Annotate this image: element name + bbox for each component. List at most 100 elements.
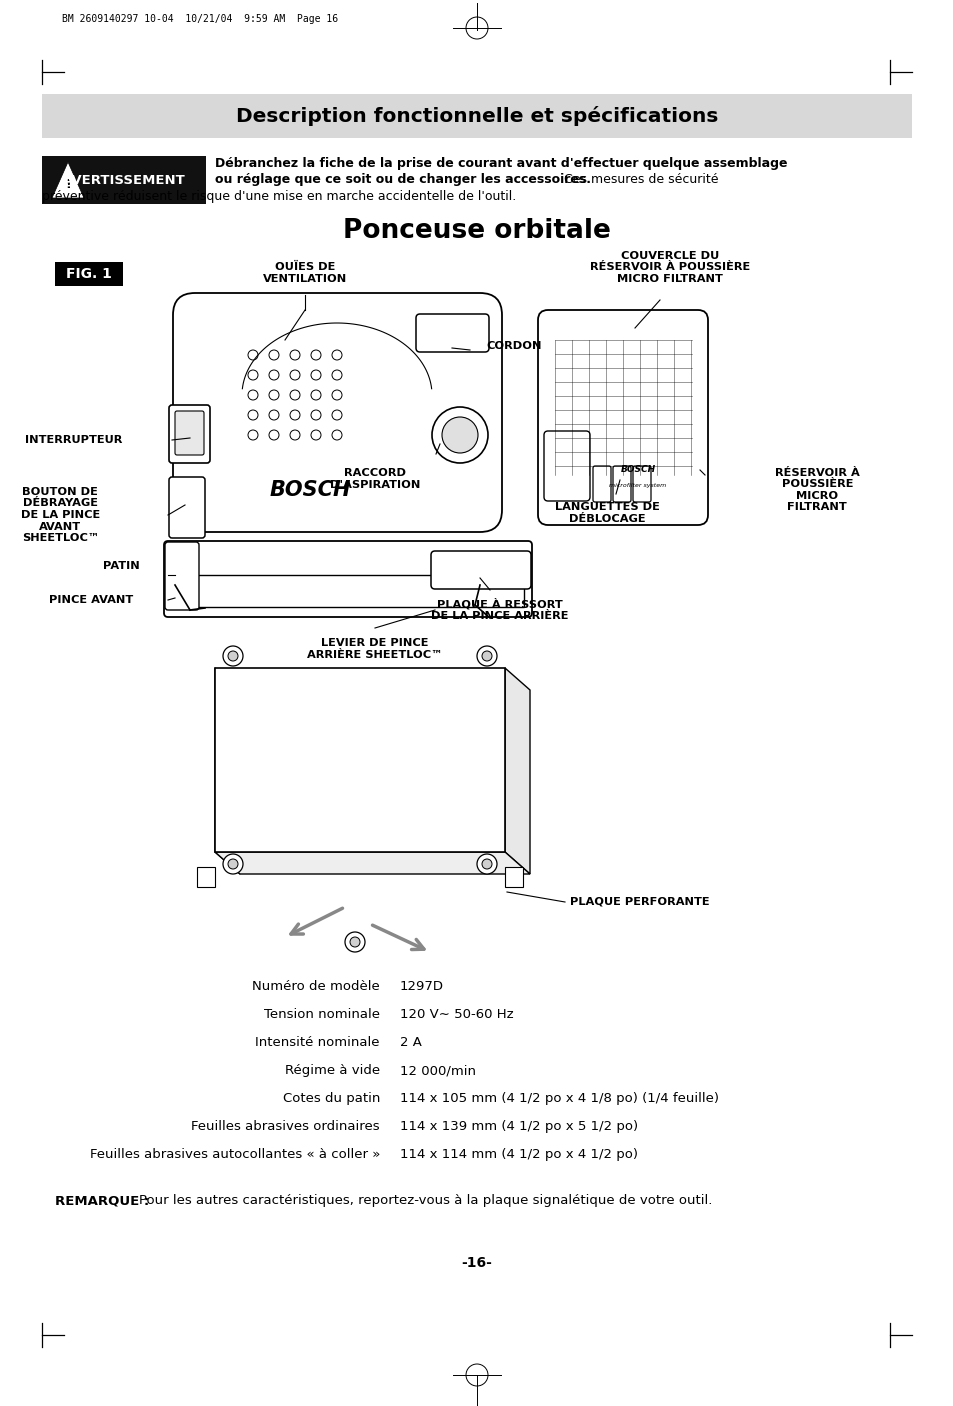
Polygon shape xyxy=(196,868,214,887)
Circle shape xyxy=(350,936,359,948)
Circle shape xyxy=(311,430,320,440)
Text: 1297D: 1297D xyxy=(399,980,443,993)
Bar xyxy=(172,575,523,607)
Text: CORDON: CORDON xyxy=(485,342,541,352)
Text: Intensité nominale: Intensité nominale xyxy=(255,1036,379,1049)
Circle shape xyxy=(223,853,243,875)
Polygon shape xyxy=(214,852,530,875)
Circle shape xyxy=(311,350,320,360)
Text: PINCE AVANT: PINCE AVANT xyxy=(49,595,132,605)
Circle shape xyxy=(248,350,257,360)
FancyBboxPatch shape xyxy=(174,411,204,456)
FancyBboxPatch shape xyxy=(613,465,630,502)
Text: RÉSERVOIR À
POUSSIÈRE
MICRO
FILTRANT: RÉSERVOIR À POUSSIÈRE MICRO FILTRANT xyxy=(774,468,859,512)
Text: 114 x 105 mm (4 1/2 po x 4 1/8 po) (1/4 feuille): 114 x 105 mm (4 1/2 po x 4 1/8 po) (1/4 … xyxy=(399,1092,719,1105)
Circle shape xyxy=(228,859,237,869)
Text: 114 x 114 mm (4 1/2 po x 4 1/2 po): 114 x 114 mm (4 1/2 po x 4 1/2 po) xyxy=(399,1149,638,1161)
Bar xyxy=(55,262,123,285)
Text: Feuilles abrasives autocollantes « à coller »: Feuilles abrasives autocollantes « à col… xyxy=(90,1149,379,1161)
Text: -16-: -16- xyxy=(461,1256,492,1270)
FancyBboxPatch shape xyxy=(543,432,589,501)
Circle shape xyxy=(290,411,299,420)
Circle shape xyxy=(441,418,477,453)
Circle shape xyxy=(476,853,497,875)
FancyBboxPatch shape xyxy=(537,309,707,524)
Circle shape xyxy=(311,411,320,420)
Circle shape xyxy=(332,389,341,399)
FancyBboxPatch shape xyxy=(593,465,610,502)
Circle shape xyxy=(269,350,278,360)
Text: LEVIER DE PINCE
ARRIÈRE SHEETLOC™: LEVIER DE PINCE ARRIÈRE SHEETLOC™ xyxy=(307,638,442,659)
Bar xyxy=(42,94,911,138)
Circle shape xyxy=(311,389,320,399)
Circle shape xyxy=(332,430,341,440)
Text: Description fonctionnelle et spécifications: Description fonctionnelle et spécificati… xyxy=(235,105,718,127)
Text: Feuilles abrasives ordinaires: Feuilles abrasives ordinaires xyxy=(192,1121,379,1133)
Circle shape xyxy=(432,406,488,463)
Circle shape xyxy=(269,430,278,440)
FancyBboxPatch shape xyxy=(431,551,531,589)
Text: BOSCH: BOSCH xyxy=(269,479,351,501)
Polygon shape xyxy=(214,668,504,852)
Circle shape xyxy=(345,932,365,952)
Text: 120 V∼ 50-60 Hz: 120 V∼ 50-60 Hz xyxy=(399,1008,513,1021)
Bar xyxy=(42,156,206,204)
Text: Tension nominale: Tension nominale xyxy=(264,1008,379,1021)
FancyBboxPatch shape xyxy=(633,465,650,502)
Circle shape xyxy=(332,350,341,360)
FancyBboxPatch shape xyxy=(172,292,501,531)
Circle shape xyxy=(332,411,341,420)
Text: PATIN: PATIN xyxy=(103,561,140,571)
Text: PLAQUE À RESSORT
DE LA PINCE ARRIÈRE: PLAQUE À RESSORT DE LA PINCE ARRIÈRE xyxy=(431,598,568,621)
Text: FIG. 1: FIG. 1 xyxy=(66,267,112,281)
Text: préventive réduisent le risque d'une mise en marche accidentelle de l'outil.: préventive réduisent le risque d'une mis… xyxy=(42,190,516,202)
Text: !: ! xyxy=(65,177,71,190)
Circle shape xyxy=(332,370,341,380)
Text: BOSCH: BOSCH xyxy=(619,465,655,474)
Text: RACCORD
D'ASPIRATION: RACCORD D'ASPIRATION xyxy=(330,468,419,489)
FancyBboxPatch shape xyxy=(416,314,489,352)
Text: PLAQUE PERFORANTE: PLAQUE PERFORANTE xyxy=(569,897,709,907)
Polygon shape xyxy=(504,668,530,875)
Text: Cotes du patin: Cotes du patin xyxy=(282,1092,379,1105)
Circle shape xyxy=(248,370,257,380)
Text: Débranchez la fiche de la prise de courant avant d'effectuer quelque assemblage: Débranchez la fiche de la prise de coura… xyxy=(214,157,786,170)
Polygon shape xyxy=(52,162,84,198)
Circle shape xyxy=(290,370,299,380)
Text: microfilter system: microfilter system xyxy=(609,482,666,488)
Text: Ponceuse orbitale: Ponceuse orbitale xyxy=(343,218,610,245)
Text: 12 000/min: 12 000/min xyxy=(399,1064,476,1077)
Text: Régime à vide: Régime à vide xyxy=(285,1064,379,1077)
Circle shape xyxy=(290,389,299,399)
FancyBboxPatch shape xyxy=(169,405,210,463)
Text: BOUTON DE
DÉBRAYAGE
DE LA PINCE
AVANT
SHEETLOC™: BOUTON DE DÉBRAYAGE DE LA PINCE AVANT SH… xyxy=(21,486,100,543)
Text: COUVERCLE DU
RÉSERVOIR À POUSSIÈRE
MICRO FILTRANT: COUVERCLE DU RÉSERVOIR À POUSSIÈRE MICRO… xyxy=(589,250,749,284)
Circle shape xyxy=(290,430,299,440)
Circle shape xyxy=(290,350,299,360)
Text: ou réglage que ce soit ou de changer les accessoires.: ou réglage que ce soit ou de changer les… xyxy=(214,173,590,186)
Text: AVERTISSEMENT: AVERTISSEMENT xyxy=(63,173,185,187)
Text: BM 2609140297 10-04  10/21/04  9:59 AM  Page 16: BM 2609140297 10-04 10/21/04 9:59 AM Pag… xyxy=(62,14,337,24)
Circle shape xyxy=(476,645,497,666)
Circle shape xyxy=(269,370,278,380)
Text: REMARQUE :: REMARQUE : xyxy=(55,1194,153,1206)
Text: 2 A: 2 A xyxy=(399,1036,421,1049)
Text: Numéro de modèle: Numéro de modèle xyxy=(252,980,379,993)
Polygon shape xyxy=(504,868,522,887)
Text: Ces mesures de sécurité: Ces mesures de sécurité xyxy=(559,173,718,186)
Circle shape xyxy=(481,859,492,869)
Polygon shape xyxy=(214,668,240,875)
Circle shape xyxy=(269,411,278,420)
Text: INTERRUPTEUR: INTERRUPTEUR xyxy=(25,434,122,446)
Circle shape xyxy=(228,651,237,661)
Text: Pour les autres caractéristiques, reportez-vous à la plaque signalétique de votr: Pour les autres caractéristiques, report… xyxy=(139,1194,712,1206)
Circle shape xyxy=(223,645,243,666)
Text: LANGUETTES DE
DÉBLOCAGE: LANGUETTES DE DÉBLOCAGE xyxy=(554,502,659,523)
Circle shape xyxy=(248,430,257,440)
Circle shape xyxy=(269,389,278,399)
Circle shape xyxy=(311,370,320,380)
FancyBboxPatch shape xyxy=(164,541,532,617)
Text: 114 x 139 mm (4 1/2 po x 5 1/2 po): 114 x 139 mm (4 1/2 po x 5 1/2 po) xyxy=(399,1121,638,1133)
Text: OUÏES DE
VENTILATION: OUÏES DE VENTILATION xyxy=(263,263,347,284)
Circle shape xyxy=(248,411,257,420)
